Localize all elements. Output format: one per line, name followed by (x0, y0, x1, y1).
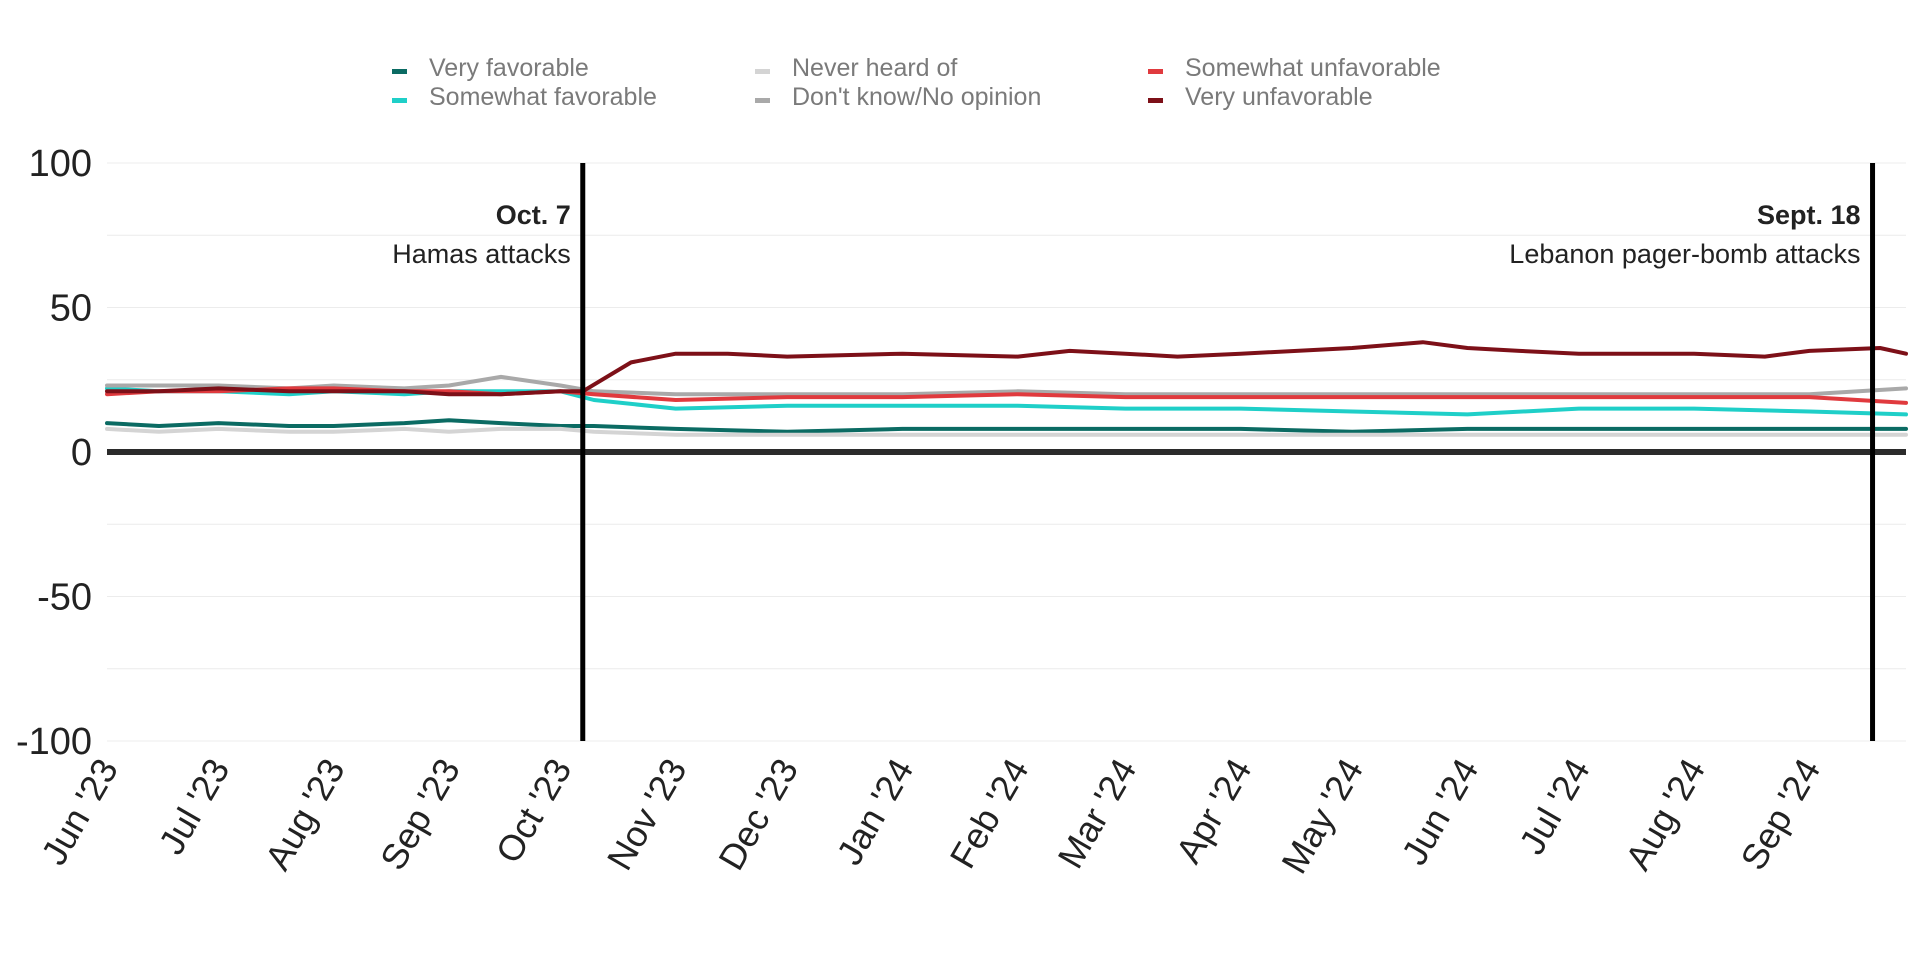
series-lines (105, 340, 1908, 437)
legend-label: Somewhat favorable (429, 83, 657, 111)
event-title: Sept. 18 (1757, 200, 1861, 230)
event-label: Hamas attacks (392, 239, 571, 269)
legend-label: Very unfavorable (1185, 83, 1373, 111)
event-label: Lebanon pager-bomb attacks (1509, 239, 1860, 269)
x-tick-label: Nov '23 (599, 752, 695, 877)
legend-swatch (755, 98, 770, 103)
legend-label: Very favorable (429, 54, 589, 82)
series-line-0 (105, 418, 1908, 434)
event-title: Oct. 7 (496, 200, 571, 230)
x-tick-label: Aug '23 (257, 752, 353, 877)
legend-swatch (1148, 69, 1163, 74)
legend-label: Somewhat unfavorable (1185, 54, 1441, 82)
x-tick-label: Jul '24 (1511, 752, 1598, 862)
x-tick-label: Sep '24 (1732, 752, 1828, 877)
y-tick-label: 0 (71, 432, 92, 474)
legend-label: Never heard of (792, 54, 958, 82)
x-tick-label: Jul '23 (150, 752, 237, 862)
x-tick-label: Jun '23 (33, 752, 126, 872)
x-tick-label: Aug '24 (1617, 752, 1713, 877)
x-tick-label: Jan '24 (828, 751, 921, 871)
x-tick-label: Mar '24 (1049, 752, 1144, 875)
y-axis: 100 50 0 -50 -100 (16, 143, 92, 763)
x-tick-label: Feb '24 (942, 752, 1037, 876)
series-line-2 (105, 426, 1908, 437)
x-tick-label: Sep '23 (372, 752, 468, 877)
x-tick-label: May '24 (1273, 752, 1371, 881)
legend-label: Don't know/No opinion (792, 83, 1042, 111)
x-tick-label: Apr '24 (1168, 752, 1260, 870)
x-tick-label: Dec '23 (710, 752, 806, 877)
x-axis: Jun '23 Jul '23 Aug '23 Sep '23 Oct '23 Nov '… (33, 751, 1828, 880)
y-tick-label: -50 (37, 577, 92, 619)
y-tick-label: -100 (16, 721, 92, 763)
legend-swatch (392, 69, 407, 74)
legend-swatch (755, 69, 770, 74)
legend-swatch (392, 98, 407, 103)
x-tick-label: Jun '24 (1393, 752, 1486, 872)
x-tick-label: Oct '23 (487, 752, 579, 870)
series-line-5 (105, 340, 1908, 397)
y-tick-label: 50 (50, 288, 92, 330)
y-tick-label: 100 (29, 143, 92, 185)
event-annotations: Oct. 7 Hamas attacks Sept. 18 Lebanon pager… (392, 163, 1876, 741)
series-line-4 (105, 386, 1908, 405)
legend-swatch (1148, 98, 1163, 103)
